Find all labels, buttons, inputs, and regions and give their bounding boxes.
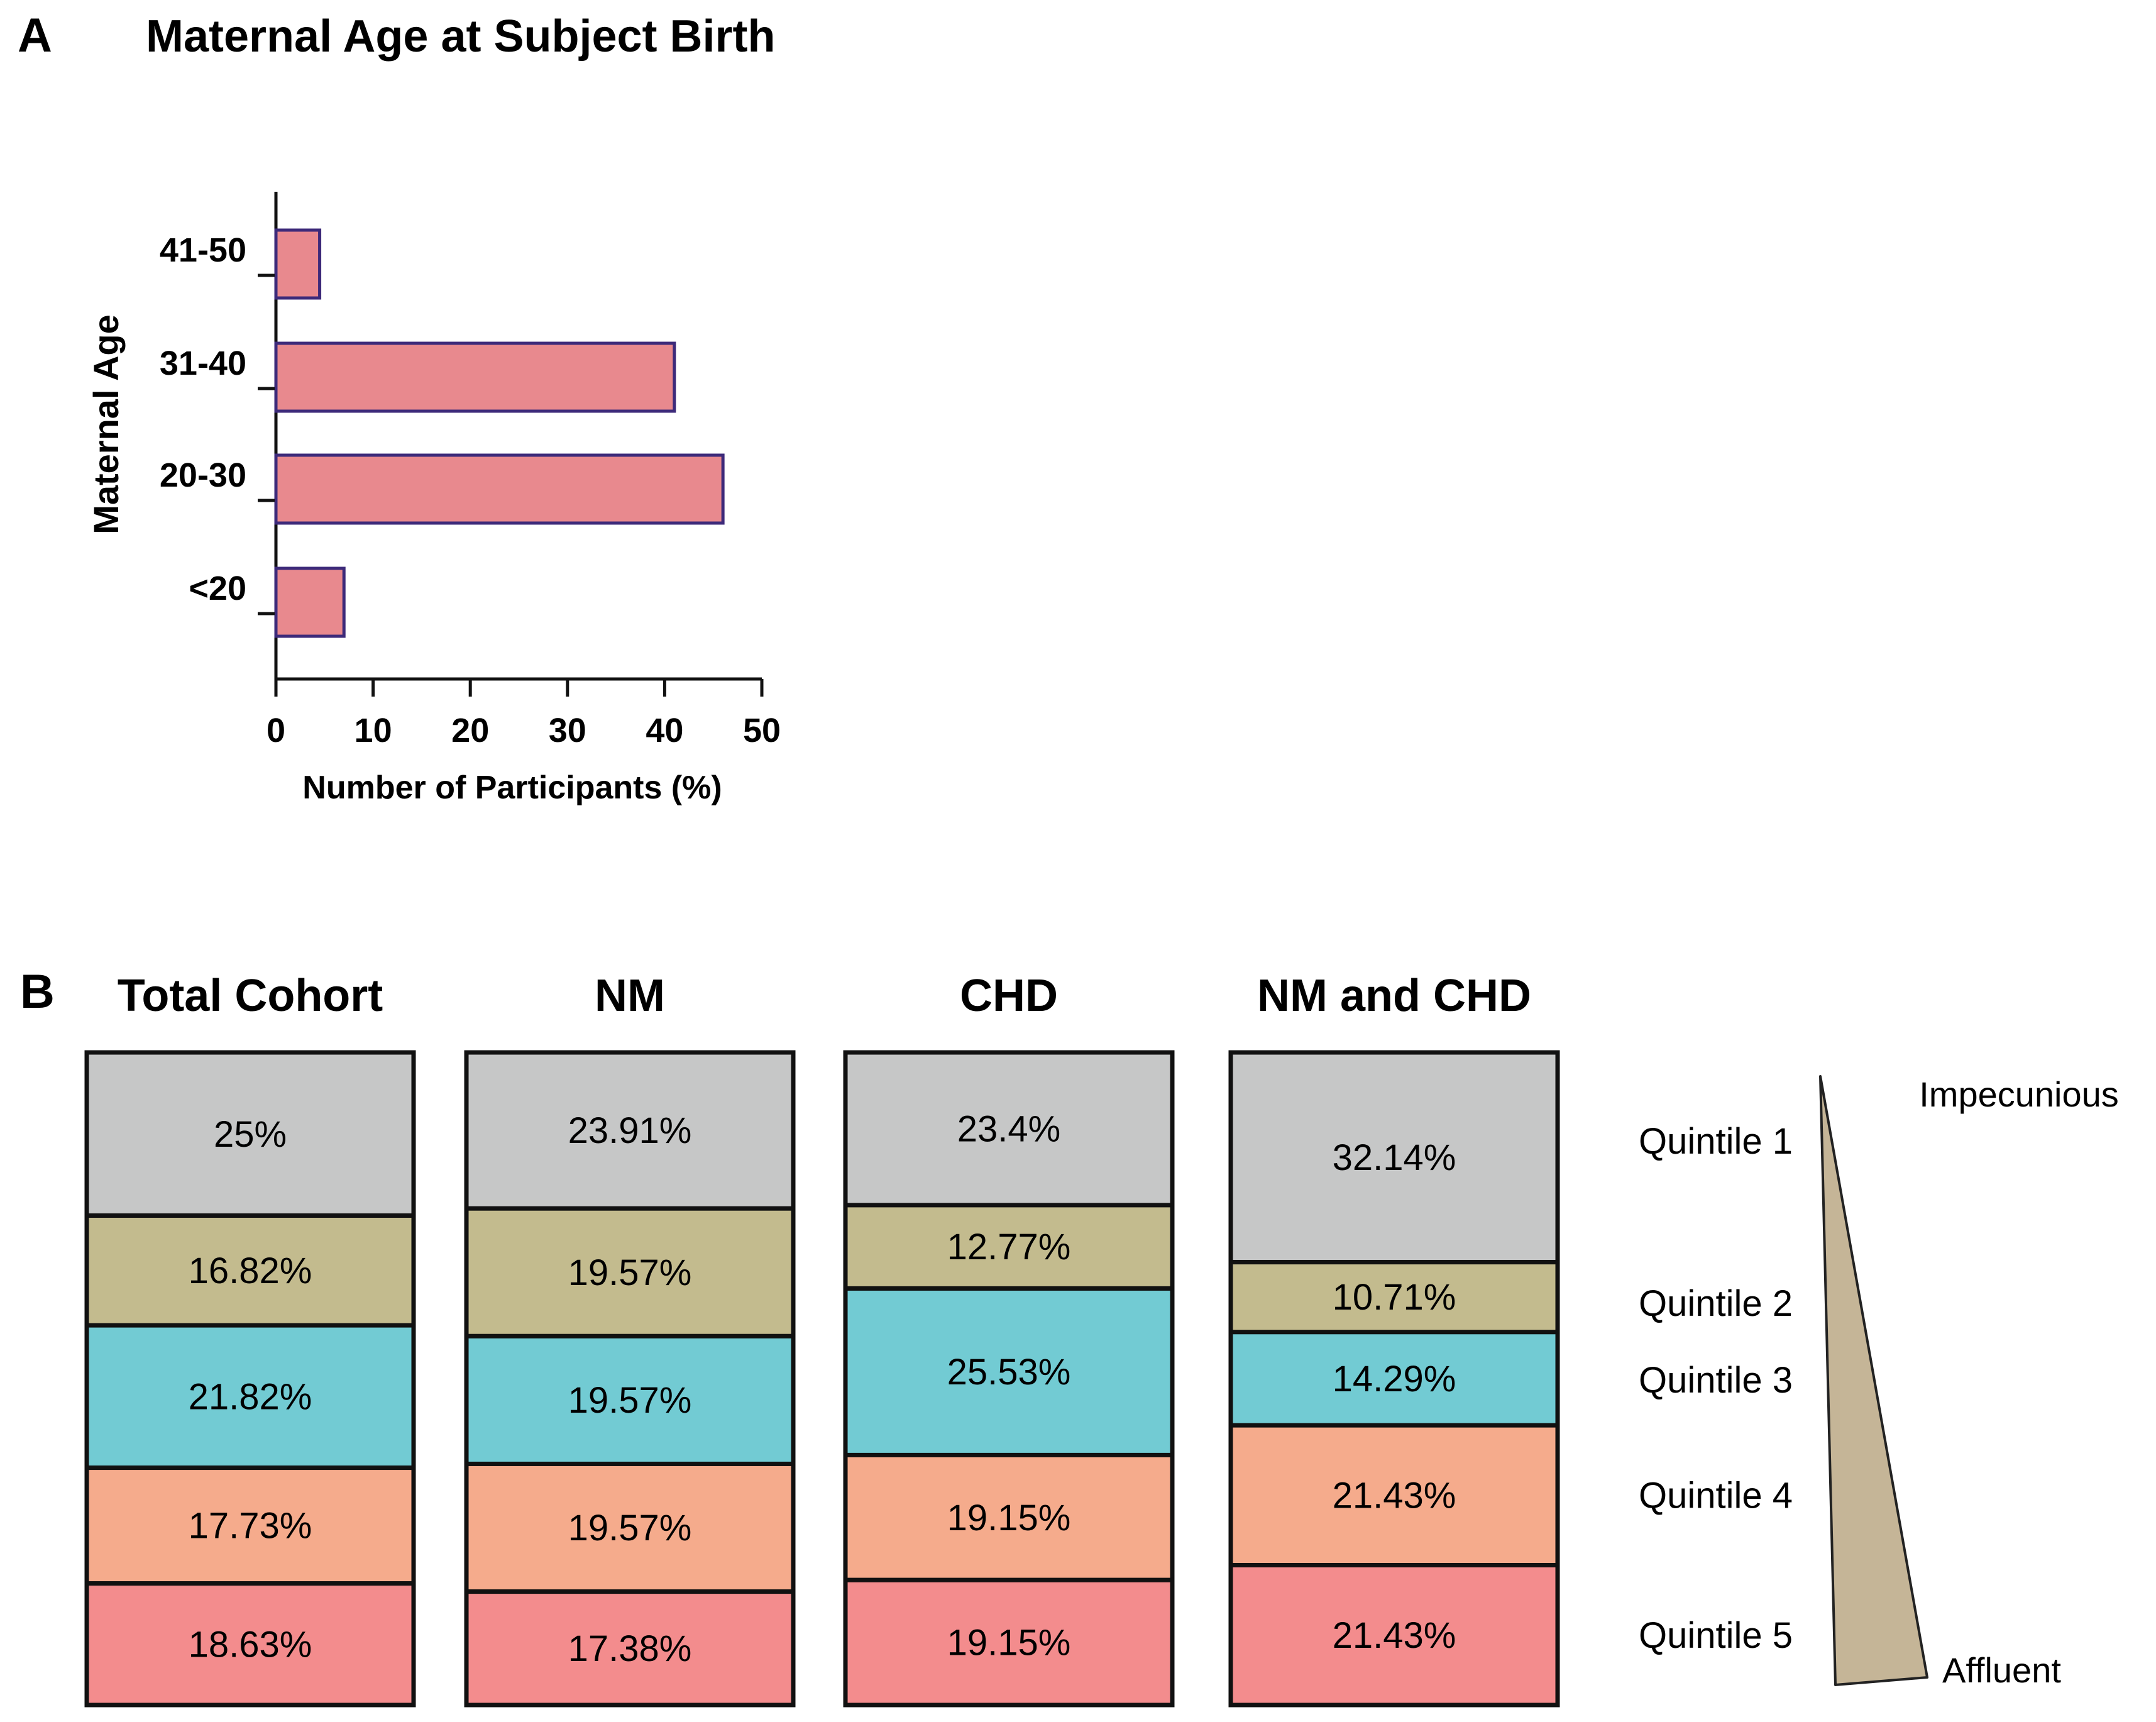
- x-tick-label: 30: [549, 712, 586, 749]
- segment-label: 21.43%: [1333, 1615, 1456, 1656]
- segment-quintile-4: [1228, 1423, 1560, 1568]
- segment-label: 25.53%: [947, 1352, 1071, 1393]
- y-tick-label: <20: [189, 570, 246, 607]
- x-axis-label: Number of Participants (%): [302, 770, 722, 806]
- segment-quintile-1: [843, 1050, 1175, 1208]
- column-nm-and-chd: NM and CHD 32.14% 10.71% 14.29% 21.43% 21.43%: [1228, 971, 1560, 1708]
- y-tick-label: 31-40: [160, 345, 246, 382]
- bar-31-40: [274, 341, 676, 413]
- segment-label: 23.91%: [568, 1110, 692, 1151]
- affluence-wedge: [1819, 1075, 1928, 1686]
- segment-quintile-2: [843, 1203, 1175, 1291]
- column-title: Total Cohort: [118, 971, 383, 1021]
- segment-label: 17.38%: [568, 1628, 692, 1669]
- segment-label: 19.57%: [568, 1508, 692, 1548]
- x-tick-label: 50: [743, 712, 781, 749]
- segment-label: 10.71%: [1333, 1277, 1456, 1318]
- segment-quintile-3: [843, 1286, 1175, 1457]
- segment-quintile-4: [843, 1452, 1175, 1582]
- column-chd: CHD 23.4% 12.77% 25.53% 19.15% 19.15%: [843, 971, 1175, 1708]
- quintile-legend: Quintile 1 Quintile 2 Quintile 3 Quintile 4…: [1639, 1121, 1793, 1656]
- segment-label: 18.63%: [189, 1624, 312, 1665]
- legend-quintile-4: Quintile 4: [1639, 1475, 1793, 1516]
- x-tick-label: 20: [451, 712, 489, 749]
- segment-quintile-5: [84, 1581, 416, 1708]
- segment-quintile-1: [1228, 1050, 1560, 1265]
- column-title: CHD: [960, 971, 1058, 1021]
- segment-label: 19.57%: [568, 1252, 692, 1293]
- segment-label: 21.82%: [189, 1376, 312, 1417]
- segment-quintile-2: [1228, 1260, 1560, 1335]
- segment-label: 17.73%: [189, 1506, 312, 1547]
- column-title: NM and CHD: [1257, 971, 1531, 1021]
- bar-41-50: [274, 228, 322, 300]
- bars-a: [274, 228, 725, 638]
- panel-a-label: A: [18, 9, 52, 62]
- segment-label: 16.82%: [189, 1250, 312, 1291]
- x-tick-label: 40: [646, 712, 683, 749]
- bar-<20: [274, 566, 346, 638]
- x-tick-label: 0: [267, 712, 285, 749]
- chart-a-title: Maternal Age at Subject Birth: [146, 11, 776, 62]
- x-tick-label: 10: [355, 712, 392, 749]
- segment-quintile-5: [464, 1589, 796, 1708]
- column-title: NM: [595, 971, 665, 1021]
- segment-quintile-1: [464, 1050, 796, 1211]
- segment-quintile-4: [464, 1461, 796, 1594]
- column-nm: NM 23.91% 19.57% 19.57% 19.57% 17.38%: [464, 971, 796, 1708]
- panel-b-label: B: [20, 965, 55, 1018]
- segment-quintile-3: [464, 1333, 796, 1466]
- segment-label: 19.15%: [947, 1498, 1071, 1538]
- legend-quintile-2: Quintile 2: [1639, 1283, 1793, 1324]
- legend-quintile-5: Quintile 5: [1639, 1615, 1793, 1656]
- y-tick-label: 41-50: [160, 231, 246, 269]
- stacked-columns: Total Cohort 25% 16.82% 21.82% 17.73% 18.63% N…: [84, 971, 1560, 1708]
- legend-quintile-3: Quintile 3: [1639, 1360, 1793, 1401]
- scale-bottom-label: Affluent: [1942, 1650, 2061, 1690]
- segment-label: 21.43%: [1333, 1475, 1456, 1516]
- panel-a: A Maternal Age at Subject Birth Maternal…: [18, 9, 781, 806]
- segment-quintile-4: [84, 1465, 416, 1586]
- ticks-a: <20 20-30 31-40 41-50 0 10 20 30 40 50: [160, 231, 781, 749]
- segment-quintile-5: [1228, 1563, 1560, 1708]
- column-total-cohort: Total Cohort 25% 16.82% 21.82% 17.73% 18.63%: [84, 971, 416, 1708]
- segment-label: 19.15%: [947, 1623, 1071, 1664]
- segment-label: 19.57%: [568, 1380, 692, 1421]
- scale-top-label: Impecunious: [1919, 1074, 2119, 1114]
- legend-quintile-1: Quintile 1: [1639, 1121, 1793, 1162]
- segment-label: 14.29%: [1333, 1359, 1456, 1399]
- segment-quintile-5: [843, 1577, 1175, 1708]
- panel-b: B Total Cohort 25% 16.82% 21.82% 17.73% 18.63…: [20, 965, 2119, 1708]
- y-tick-label: 20-30: [160, 456, 246, 494]
- segment-label: 25%: [214, 1114, 287, 1155]
- segment-label: 32.14%: [1333, 1137, 1456, 1178]
- segment-label: 12.77%: [947, 1227, 1071, 1267]
- segment-quintile-3: [84, 1323, 416, 1471]
- y-axis-label: Maternal Age: [86, 314, 126, 534]
- segment-quintile-1: [84, 1050, 416, 1218]
- segment-quintile-2: [464, 1206, 796, 1338]
- bar-20-30: [274, 453, 725, 525]
- segment-quintile-3: [1228, 1330, 1560, 1428]
- segment-label: 23.4%: [957, 1108, 1060, 1149]
